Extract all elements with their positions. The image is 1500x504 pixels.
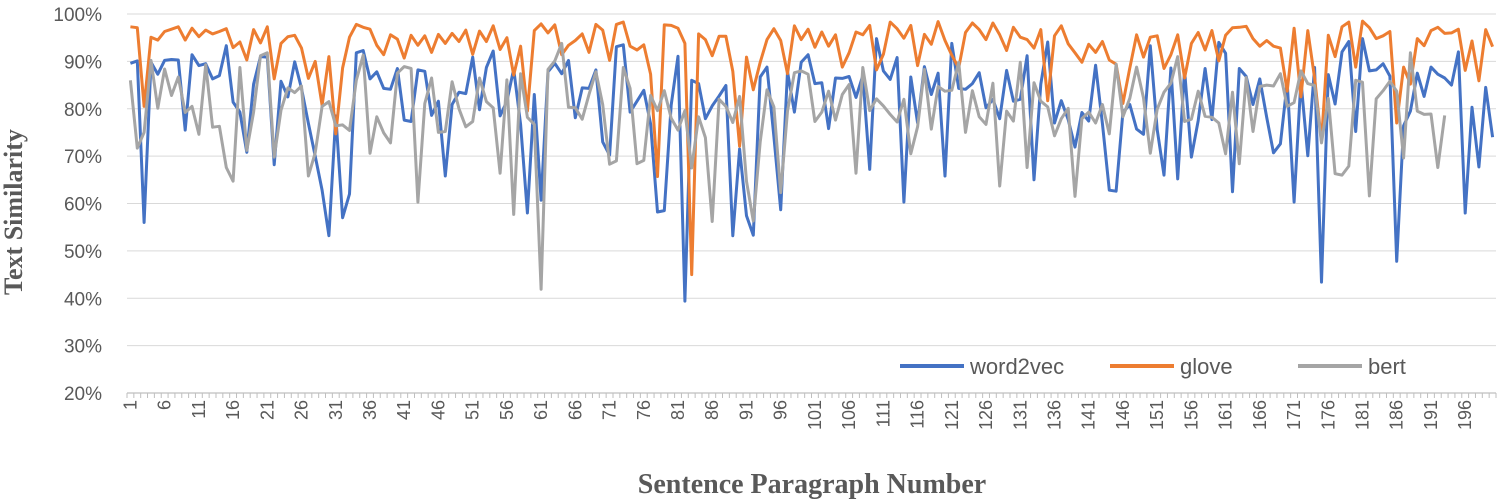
y-tick-label: 80% — [64, 100, 102, 121]
x-tick-label: 86 — [702, 400, 722, 420]
x-tick-label: 111 — [873, 400, 893, 427]
x-tick-label: 56 — [497, 400, 517, 420]
x-tick-label: 181 — [1353, 400, 1373, 430]
x-tick-label: 191 — [1421, 400, 1441, 430]
x-tick-label: 1 — [120, 400, 140, 410]
y-tick-label: 20% — [64, 384, 102, 405]
x-tick-label: 161 — [1216, 400, 1236, 430]
x-tick-label: 66 — [565, 400, 585, 420]
x-tick-label: 136 — [1044, 400, 1064, 430]
y-tick-label: 40% — [64, 289, 102, 310]
x-tick-label: 71 — [600, 400, 620, 420]
x-tick-label: 11 — [189, 400, 209, 419]
x-axis-title: Sentence Paragraph Number — [638, 469, 986, 500]
x-tick-label: 141 — [1079, 400, 1099, 430]
x-tick-label: 176 — [1318, 400, 1338, 430]
x-tick-label: 101 — [805, 400, 825, 430]
y-tick-label: 70% — [64, 147, 102, 168]
x-tick-label: 96 — [771, 400, 791, 420]
x-tick-label: 116 — [908, 400, 928, 429]
y-tick-label: 60% — [64, 195, 102, 216]
x-tick-label: 196 — [1455, 400, 1475, 430]
x-tick-label: 36 — [360, 400, 380, 420]
x-tick-label: 46 — [428, 400, 448, 420]
legend-label-glove: glove — [1180, 354, 1233, 379]
x-axis-ticks: 1 6 11 16 21 26 31 36 41 46 51 56 61 66 71 76 81 86 91 96 10… — [120, 393, 1497, 430]
legend: word2vec glove bert — [900, 354, 1406, 379]
x-tick-label: 6 — [155, 400, 175, 410]
series-line-glove — [130, 19, 1494, 277]
y-axis-ticks: 20% 30% 40% 50% 60% 70% 80% 90% 100% — [53, 5, 102, 405]
x-tick-label: 166 — [1250, 400, 1270, 430]
legend-label-bert: bert — [1368, 354, 1406, 379]
x-tick-label: 61 — [531, 400, 551, 420]
x-tick-label: 16 — [223, 400, 243, 420]
y-tick-label: 30% — [64, 337, 102, 358]
x-tick-label: 156 — [1181, 400, 1201, 430]
x-tick-label: 31 — [326, 400, 346, 420]
x-tick-label: 171 — [1284, 400, 1304, 430]
y-tick-label: 100% — [53, 5, 102, 26]
x-tick-label: 131 — [1010, 400, 1030, 430]
x-tick-label: 76 — [634, 400, 654, 420]
series-line-bert — [128, 41, 1447, 291]
x-tick-label: 91 — [736, 400, 756, 420]
x-tick-label: 106 — [839, 400, 859, 430]
x-tick-label: 41 — [394, 400, 414, 420]
series-line-word2vec — [129, 37, 1495, 303]
legend-label-word2vec: word2vec — [969, 354, 1064, 379]
x-tick-label: 126 — [976, 400, 996, 430]
y-axis-title: Text Similarity — [0, 129, 28, 295]
y-tick-label: 50% — [64, 242, 102, 263]
x-tick-label: 121 — [942, 400, 962, 430]
x-tick-label: 21 — [257, 400, 277, 420]
x-tick-label: 151 — [1147, 400, 1167, 430]
x-tick-label: 186 — [1387, 400, 1407, 430]
x-tick-label: 26 — [292, 400, 312, 420]
y-tick-label: 90% — [64, 52, 102, 73]
series-lines — [128, 19, 1495, 303]
x-tick-label: 81 — [668, 400, 688, 420]
x-tick-label: 146 — [1113, 400, 1133, 430]
x-tick-label: 51 — [463, 400, 483, 420]
